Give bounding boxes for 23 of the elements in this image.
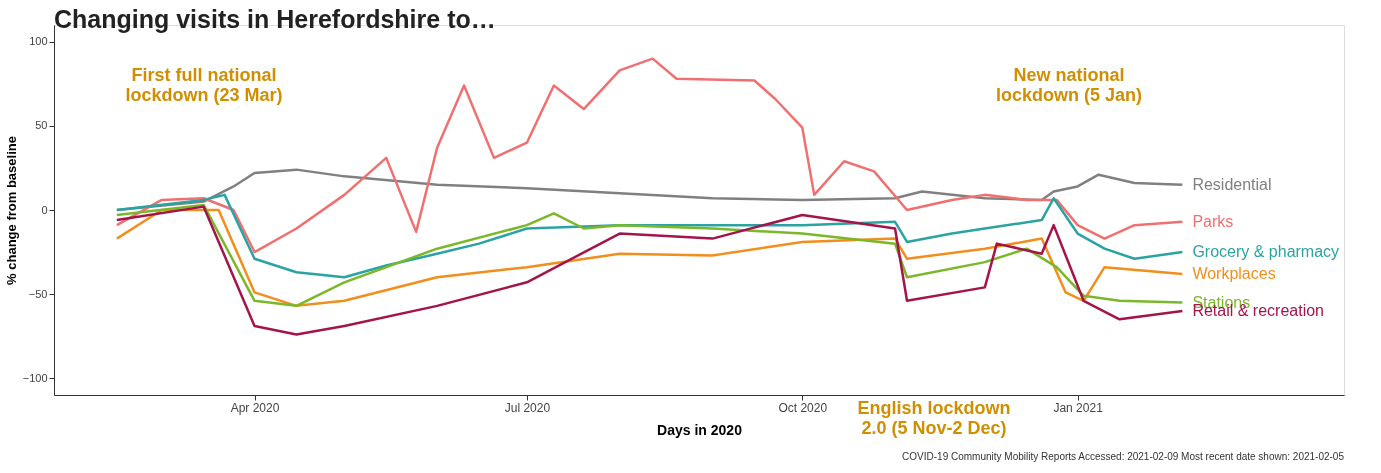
- x-tick-label: Jul 2020: [504, 400, 551, 415]
- text: English lockdown 2.0 (5 Nov-2 Dec): [857, 398, 1011, 438]
- line-series: [115, 205, 1184, 336]
- y-tick-label: 0: [41, 203, 48, 216]
- x-tick-label: Apr 2020: [230, 400, 280, 415]
- x-tick-label: Oct 2020: [778, 400, 828, 415]
- y-tick-label: 100: [29, 35, 48, 48]
- annotation: New national lockdown (5 Jan): [995, 65, 1143, 105]
- line-series: [115, 193, 1184, 279]
- text: COVID-19 Community Mobility Reports Accessed: 2021-02-09 Most recent date shown: 2021-02-05: [902, 451, 1345, 462]
- x-tick-label: Jan 2021: [1053, 400, 1104, 415]
- y-tick-label: −50: [28, 287, 48, 300]
- series-label: Grocery & pharmacy: [1192, 243, 1340, 261]
- y-axis-title: % change from baseline: [3, 136, 19, 285]
- series-label: Residential: [1192, 175, 1272, 193]
- series-label: Workplaces: [1192, 264, 1276, 282]
- annotation: First full national lockdown (23 Mar): [125, 65, 283, 105]
- series-label: Parks: [1192, 212, 1234, 230]
- y-tick-label: 50: [35, 119, 48, 132]
- y-tick-label: −100: [22, 371, 48, 384]
- line-series: [115, 57, 1184, 254]
- chart-title: Changing visits in Herefordshire to…: [54, 5, 496, 33]
- x-axis-title: Days in 2020: [657, 421, 743, 438]
